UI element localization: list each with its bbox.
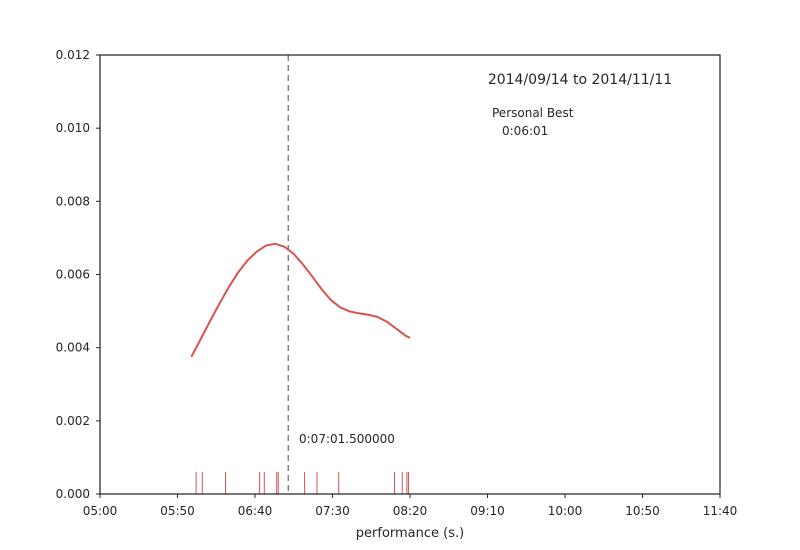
x-tick-label: 10:50 xyxy=(625,504,660,518)
x-tick-label: 07:30 xyxy=(315,504,350,518)
x-tick-label: 10:00 xyxy=(548,504,583,518)
chart-title: 2014/09/14 to 2014/11/11 xyxy=(488,72,672,88)
personal-best-value: 0:06:01 xyxy=(502,124,548,138)
plot-area: 05:00 05:50 06:40 07:30 08:20 09:10 10:00 10:50… xyxy=(56,48,738,518)
x-tick-label: 11:40 xyxy=(703,504,738,518)
density-line xyxy=(191,244,410,357)
plot-frame xyxy=(100,55,720,494)
x-tick-label: 09:10 xyxy=(470,504,505,518)
y-tick-label: 0.012 xyxy=(56,48,90,62)
x-tick-label: 08:20 xyxy=(393,504,428,518)
y-tick-label: 0.004 xyxy=(56,341,90,355)
y-tick-label: 0.006 xyxy=(56,268,90,282)
x-tick-label: 06:40 xyxy=(238,504,273,518)
y-tick-label: 0.002 xyxy=(56,414,90,428)
y-tick-label: 0.008 xyxy=(56,194,90,208)
personal-best-heading: Personal Best xyxy=(492,106,574,120)
x-tick-label: 05:50 xyxy=(160,504,195,518)
median-label: 0:07:01.500000 xyxy=(299,432,395,446)
x-axis-label: performance (s.) xyxy=(356,526,464,541)
y-tick-label: 0.000 xyxy=(56,487,90,501)
x-tick-label: 05:00 xyxy=(83,504,118,518)
y-tick-label: 0.010 xyxy=(56,121,90,135)
